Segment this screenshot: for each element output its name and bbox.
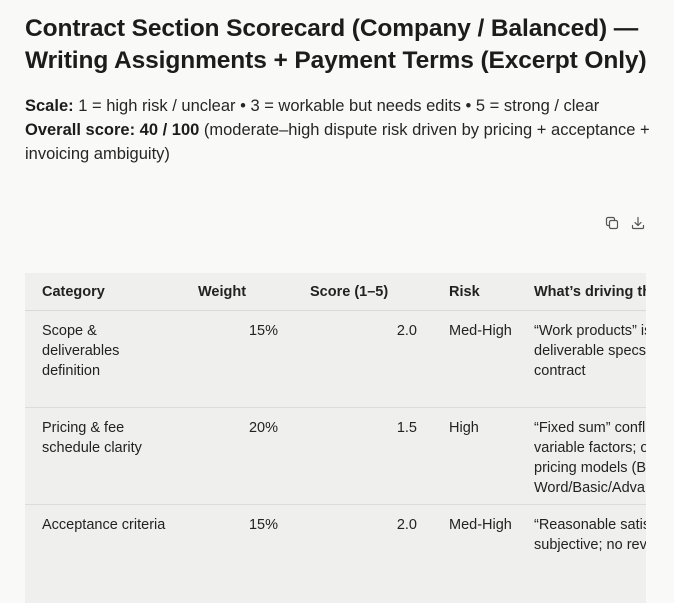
download-icon[interactable]: [630, 215, 646, 231]
overall-score-note: (moderate–high dispute risk driven by pr…: [25, 121, 650, 163]
cell-category: Pricing & fee schedule clarity: [25, 407, 174, 505]
cell-risk: High: [417, 407, 534, 505]
cell-weight: 15%: [248, 517, 278, 533]
cell-driver: “Fixed sum” conflicts with variable fact…: [534, 407, 646, 505]
header-score: Score (1–5): [278, 273, 417, 311]
cell-risk: Med-High: [449, 517, 512, 533]
header-risk: Risk: [417, 273, 534, 311]
overall-score-line: Overall score: 40 / 100 (moderate–high d…: [25, 118, 650, 166]
cell-risk: Med-High: [417, 310, 534, 408]
table-toolbar: [604, 215, 646, 231]
table-row: Pricing & fee schedule clarity 20% 1.5 H…: [25, 407, 646, 505]
cell-category: Acceptance criteria: [42, 517, 166, 533]
table-row: Scope & deliverables definition 15% 2.0 …: [25, 310, 646, 408]
cell-category: Scope & deliverables definition: [25, 310, 174, 408]
overall-score-value: 40 / 100: [139, 121, 200, 139]
table-row: Acceptance criteria 15% 2.0 Med-High “Re…: [25, 505, 646, 602]
page-title: Contract Section Scorecard (Company / Ba…: [25, 15, 647, 74]
scale-label: Scale:: [25, 97, 74, 115]
cell-driver: “Work products” is broad; deliverable sp…: [534, 310, 646, 408]
cell-score: 1.5: [278, 407, 417, 505]
scale-text: 1 = high risk / unclear • 3 = workable b…: [78, 97, 600, 115]
scale-line: Scale: 1 = high risk / unclear • 3 = wor…: [25, 94, 650, 118]
cell-driver: “Reasonable satisfaction” is subjective;…: [534, 517, 646, 553]
header-driver: What’s driving the score: [534, 273, 646, 311]
header-weight: Weight: [174, 273, 278, 311]
cell-score: 2.0: [396, 517, 417, 533]
scorecard-table: Category Weight Score (1–5) Risk What’s …: [25, 273, 646, 601]
cell-weight: 20%: [174, 407, 278, 505]
scorecard-table-container[interactable]: Category Weight Score (1–5) Risk What’s …: [25, 273, 646, 603]
copy-icon[interactable]: [604, 215, 620, 231]
overall-score-label: Overall score:: [25, 121, 136, 139]
document-body: Contract Section Scorecard (Company / Ba…: [25, 0, 655, 603]
cell-score: 2.0: [278, 310, 417, 408]
table-header-row: Category Weight Score (1–5) Risk What’s …: [25, 273, 646, 311]
scale-description: Scale: 1 = high risk / unclear • 3 = wor…: [25, 94, 650, 166]
header-category: Category: [25, 273, 174, 311]
cell-weight: 15%: [174, 310, 278, 408]
